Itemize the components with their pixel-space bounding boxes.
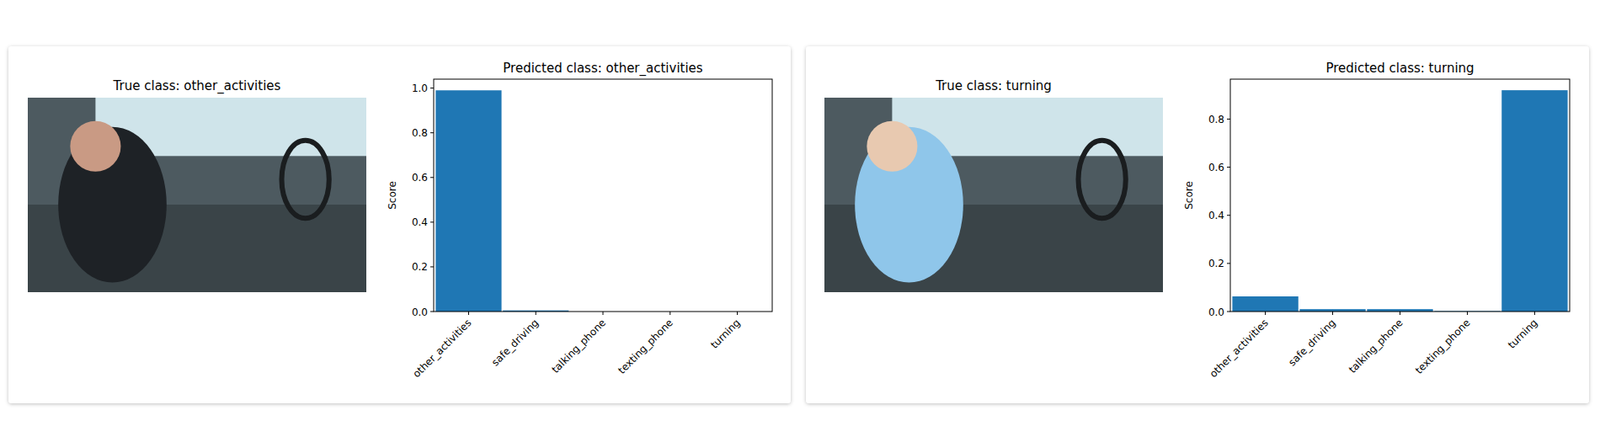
y-tick (430, 176, 434, 178)
photo (27, 97, 367, 293)
x-tick (535, 311, 537, 315)
y-tick-label: 0.0 (1208, 306, 1225, 319)
y-tick-label: 0.2 (411, 261, 428, 273)
x-tick (468, 311, 470, 315)
y-tick (430, 221, 434, 223)
x-tick-label: talking_phone (1346, 316, 1406, 376)
y-tick (1226, 262, 1231, 264)
x-tick-label: texting_phone (1413, 316, 1473, 377)
x-tick-label: turning (1505, 316, 1540, 351)
image-title: True class: turning (934, 78, 1052, 94)
y-tick-label: 0.8 (1208, 113, 1225, 126)
x-tick (669, 311, 671, 315)
plot-frame (1230, 79, 1570, 312)
photo-wheel (282, 140, 330, 219)
y-tick-label: 1.0 (411, 82, 428, 95)
bars (435, 90, 569, 312)
photo-wheel (1078, 140, 1126, 219)
bars (1232, 90, 1568, 312)
bar (1501, 90, 1568, 312)
x-tick-label: talking_phone (549, 316, 609, 376)
y-tick (1226, 166, 1231, 168)
y-axis-label: Score (1183, 181, 1195, 210)
x-tick (1264, 311, 1266, 315)
x-tick-label: turning (708, 316, 742, 351)
x-tick-label: texting_phone (615, 316, 676, 377)
y-tick-label: 0.0 (411, 306, 428, 319)
bar (435, 90, 502, 312)
photo-background (27, 97, 367, 293)
x-tick-label: safe_driving (489, 316, 541, 368)
y-tick (430, 311, 434, 313)
y-tick-label: 0.8 (411, 127, 428, 139)
card (8, 46, 791, 404)
chart-title: Predicted class: other_activities (502, 60, 704, 77)
y-tick (430, 266, 434, 267)
y-tick-label: 0.6 (1208, 161, 1225, 174)
chart-title: Predicted class: turning (1325, 60, 1474, 76)
x-tick (1332, 311, 1334, 315)
x-tick-label: safe_driving (1285, 316, 1338, 368)
y-tick-label: 0.4 (1208, 209, 1225, 222)
y-tick-label: 0.6 (411, 171, 428, 184)
image-title: True class: other_activities (112, 78, 282, 95)
y-tick-label: 0.4 (411, 216, 428, 229)
y-tick (1226, 214, 1231, 216)
photo-head (69, 121, 121, 172)
y-axis-label: Score (386, 181, 399, 210)
y-tick (1226, 311, 1231, 313)
x-tick (1466, 311, 1468, 315)
x-tick (1399, 311, 1401, 315)
y-tick-label: 0.2 (1208, 257, 1225, 270)
photo (824, 97, 1163, 293)
photo-background (824, 97, 1163, 293)
x-tick (602, 311, 604, 315)
x-tick (1534, 311, 1536, 315)
x-tick (736, 311, 738, 315)
plot-frame (433, 79, 773, 312)
x-tick-label: other_activities (1207, 316, 1271, 380)
figure: True class: other_activities 0.0 0.2 0.4 0.6… (0, 0, 1600, 421)
y-tick (1226, 118, 1231, 120)
card (805, 46, 1590, 404)
y-tick (430, 87, 434, 89)
photo-head (866, 121, 918, 172)
x-tick-label: other_activities (410, 316, 475, 380)
bar (1232, 296, 1298, 312)
y-tick (430, 132, 434, 134)
